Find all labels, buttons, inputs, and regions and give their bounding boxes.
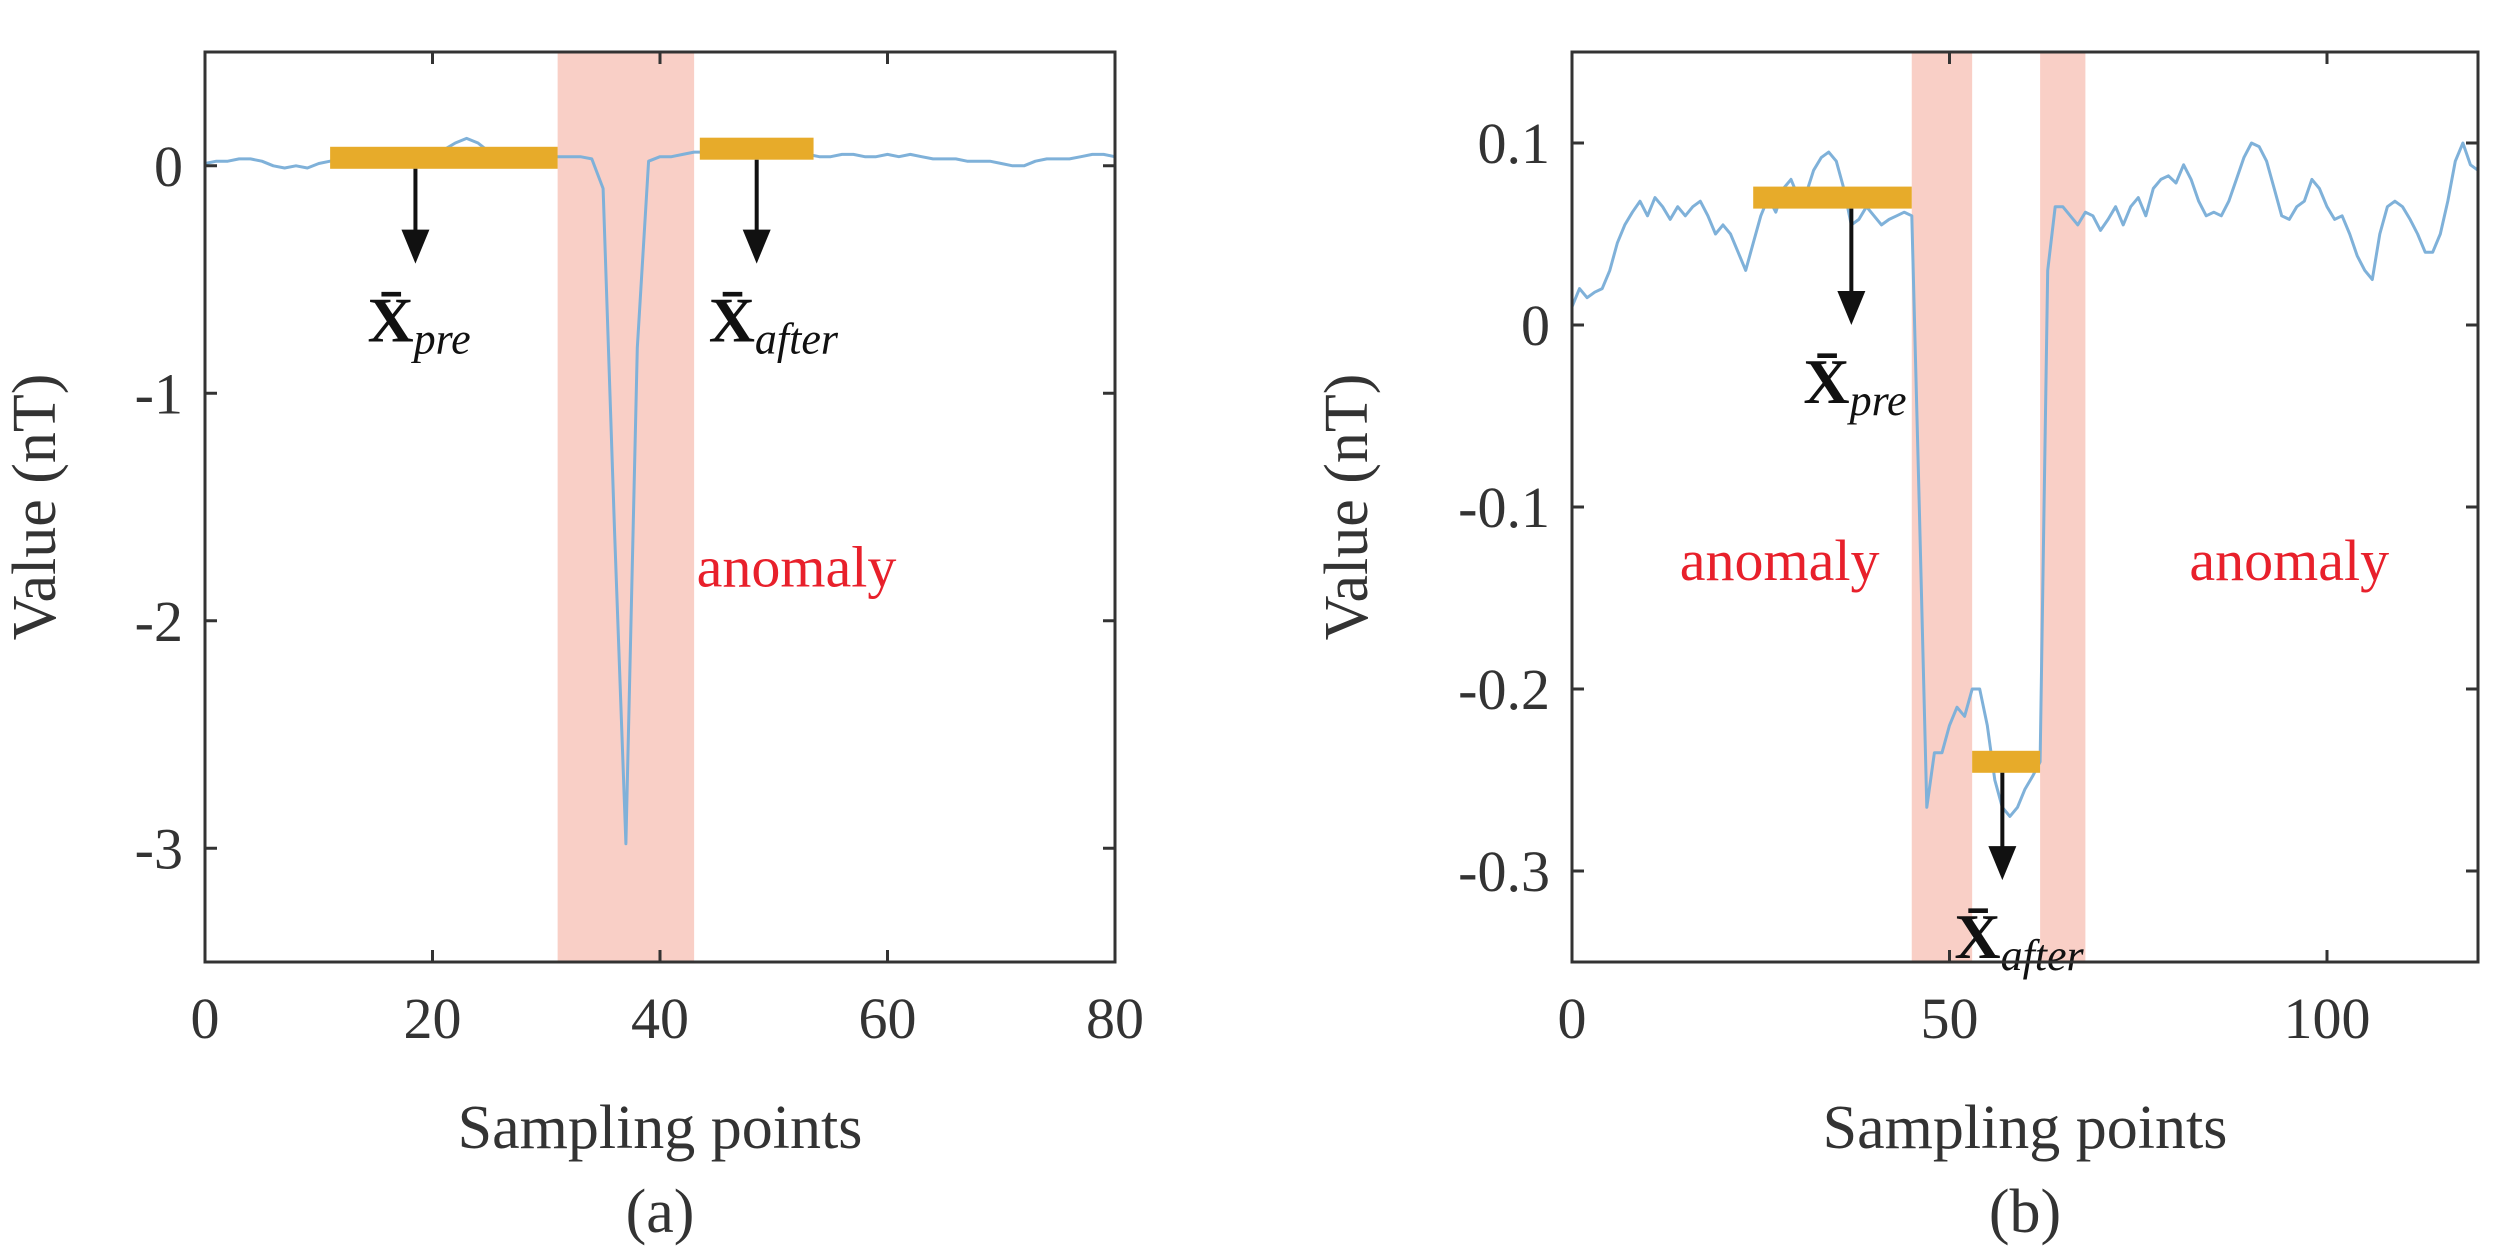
annotation-anomaly-1: anomaly — [1680, 528, 1880, 593]
y-tick-label: 0 — [154, 134, 183, 199]
y-tick-label: -2 — [135, 589, 183, 654]
mean-label-after: X̄after — [709, 285, 839, 364]
x-tick-label: 20 — [404, 986, 462, 1051]
mean-bar-after — [1972, 750, 2041, 773]
caption: (a) — [626, 1178, 695, 1246]
arrow-head-after-icon — [1988, 846, 2017, 881]
y-tick-label: 0.1 — [1478, 111, 1551, 176]
mean-subscript: after — [2001, 931, 2085, 980]
x-tick-label: 50 — [1921, 986, 1979, 1051]
mean-bar-pre — [1753, 186, 1912, 209]
anomaly-band-2 — [2040, 52, 2086, 962]
x-tick-label: 0 — [191, 986, 220, 1051]
x-tick-label: 100 — [2284, 986, 2371, 1051]
mean-subscript: pre — [411, 315, 471, 364]
x-axis-label: Sampling points — [1823, 1094, 2228, 1162]
x-tick-label: 60 — [859, 986, 917, 1051]
y-tick-label: -0.2 — [1458, 657, 1550, 722]
y-axis-label: Value (nT) — [1, 374, 69, 641]
anomaly-band-1 — [1911, 52, 1973, 962]
y-axis-label: Value (nT) — [1313, 374, 1381, 641]
y-tick-label: -3 — [135, 816, 183, 881]
series-line-signal — [1570, 141, 2479, 818]
arrow-head-pre-icon — [1837, 291, 1866, 325]
y-tick-label: -0.1 — [1458, 475, 1550, 540]
x-tick-label: 80 — [1086, 986, 1144, 1051]
mean-subscript: after — [755, 315, 839, 364]
mean-label-pre: X̄pre — [1803, 346, 1906, 425]
mean-symbol: X̄ — [1954, 901, 2000, 972]
axes-frame — [1570, 50, 2480, 964]
mean-label-pre: X̄pre — [367, 285, 470, 364]
x-tick-label: 0 — [1558, 986, 1587, 1051]
y-tick-label: 0 — [1521, 293, 1550, 358]
x-axis-label: Sampling points — [458, 1094, 863, 1162]
y-tick-label: -1 — [135, 361, 183, 426]
x-tick-label: 40 — [631, 986, 689, 1051]
annotation-anomaly-2: anomaly — [2189, 528, 2389, 593]
arrow-head-pre-icon — [401, 229, 430, 264]
mean-symbol: X̄ — [367, 285, 413, 356]
mean-symbol: X̄ — [1803, 346, 1849, 417]
mean-bar-after — [699, 137, 814, 160]
annotation-anomaly-1: anomaly — [697, 535, 897, 600]
arrow-head-after-icon — [742, 229, 771, 264]
caption: (b) — [1989, 1178, 2061, 1246]
mean-label-after: X̄after — [1954, 901, 2084, 980]
mean-symbol: X̄ — [709, 285, 755, 356]
mean-bar-pre — [330, 146, 558, 169]
mean-subscript: pre — [1847, 376, 1907, 425]
y-tick-label: -0.3 — [1458, 839, 1550, 904]
